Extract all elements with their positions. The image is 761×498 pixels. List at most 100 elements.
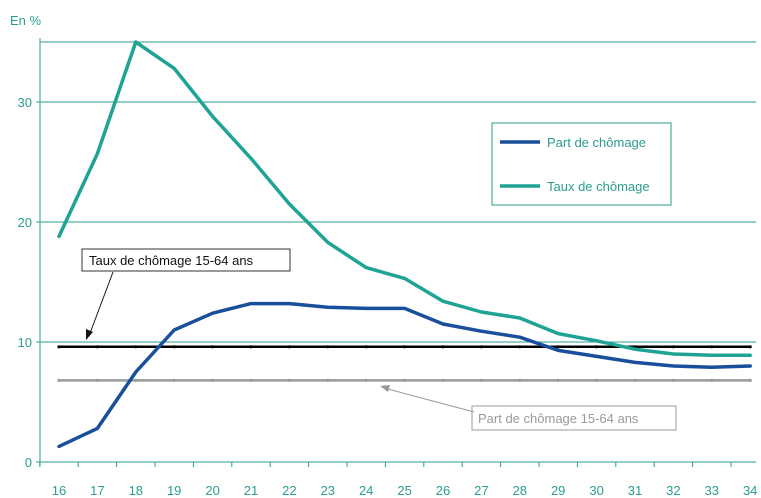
reference-point [441,378,445,382]
reference-point [479,378,483,382]
reference-point [172,378,176,382]
data-point [288,302,291,305]
data-point [710,366,713,369]
annotation-arrow-taux [88,271,114,337]
reference-point [95,345,99,349]
data-point [96,427,99,430]
data-point [710,354,713,357]
reference-point [249,378,253,382]
reference-point [403,378,407,382]
annotation-box-part [471,405,677,431]
reference-point [633,378,637,382]
reference-point [403,345,407,349]
data-point [57,445,61,448]
x-tick-label: 21 [244,483,258,498]
reference-point [287,378,291,382]
data-point [211,115,214,118]
annotation-taux-15-64: Taux de chômage 15-64 ans [81,248,291,340]
reference-point [172,345,176,349]
reference-point [556,345,560,349]
data-point [211,312,214,315]
y-tick-label: 30 [18,95,32,110]
x-tick-label: 31 [628,483,642,498]
y-tick-label: 0 [25,455,32,470]
reference-point [364,345,368,349]
y-tick-label: 10 [18,335,32,350]
annotation-label-part: Part de chômage 15-64 ans [478,411,639,426]
annotation-part-15-64: Part de chômage 15-64 ans [380,385,677,431]
data-point [557,332,560,335]
x-tick-label: 33 [705,483,719,498]
data-point [557,349,560,352]
x-tick-label: 32 [666,483,680,498]
x-tick-label: 22 [282,483,296,498]
data-point [480,330,483,333]
data-point [441,322,445,326]
data-point [595,355,598,358]
data-point [365,307,368,310]
data-point [326,306,329,309]
data-point [749,364,752,368]
reference-point [211,378,215,382]
data-point [595,339,598,342]
x-tick-label: 19 [167,483,181,498]
arrowhead-part [380,385,390,392]
data-point [249,157,253,160]
reference-point [595,378,599,382]
x-tick-label: 18 [129,483,143,498]
reference-point [518,378,522,382]
data-point [480,310,483,314]
grid-lines [40,41,756,343]
data-point [518,316,521,320]
reference-point [134,345,138,349]
reference-point [57,345,61,349]
data-point [518,336,521,339]
axes: 0 10 20 30 16 17 18 19 20 21 22 23 24 25 26 27 28 29 30 31 3… [18,38,757,498]
x-tick-label: 20 [205,483,219,498]
series-lines [57,40,752,449]
data-point [403,277,406,280]
reference-point [595,345,599,349]
annotation-box-taux [81,248,291,272]
reference-point [249,345,253,349]
reference-point [518,345,522,349]
x-tick-label: 17 [90,483,104,498]
annotation-arrow-part [383,387,475,413]
reference-point [710,345,714,349]
x-tick-label: 26 [436,483,450,498]
reference-point [95,378,99,382]
data-point [326,241,329,244]
reference-point [326,345,330,349]
x-tick-label: 25 [397,483,411,498]
reference-point [364,378,368,382]
data-point [288,202,291,206]
legend-box [491,122,672,206]
reference-point [326,378,330,382]
data-point [173,328,176,332]
reference-point [57,378,61,382]
legend-label-part: Part de chômage [547,135,646,150]
x-tick-label: 30 [589,483,603,498]
x-tick-label: 23 [321,483,335,498]
reference-point [441,345,445,349]
data-point [441,300,445,303]
reference-point [211,345,215,349]
legend: Part de chômage Taux de chômage [491,122,672,206]
data-point [134,40,137,44]
x-tick-label: 28 [513,483,527,498]
data-point [749,354,752,357]
y-axis-unit-label: En % [10,13,42,28]
data-point [57,235,61,238]
data-point [672,364,675,368]
x-tick-label: 27 [474,483,488,498]
reference-point [671,345,676,349]
annotation-label-taux: Taux de chômage 15-64 ans [89,253,254,268]
data-point [403,307,406,310]
data-point [672,352,675,356]
x-tick-label: 29 [551,483,565,498]
reference-point [287,345,291,349]
reference-point [710,378,714,382]
reference-lines [57,345,752,382]
data-point [96,152,99,155]
